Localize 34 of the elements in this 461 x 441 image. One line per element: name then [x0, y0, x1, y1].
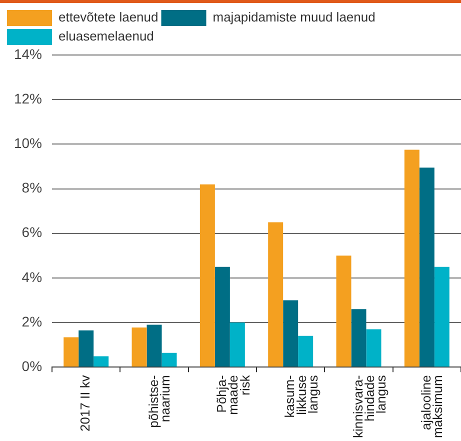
x-tick-label: Põhja- maade risk: [214, 374, 252, 415]
x-tick-label: kinnisvara- hindade langus: [350, 374, 389, 438]
bar: [336, 256, 352, 367]
y-tick-label: 2%: [22, 313, 42, 330]
bar: [94, 356, 109, 367]
y-tick-label: 6%: [22, 224, 42, 240]
y-tick-label: 10%: [14, 135, 42, 152]
y-tick-label: 4%: [22, 268, 42, 285]
bar: [132, 327, 147, 367]
bar: [298, 336, 314, 367]
x-tick-label: 2017 II kv: [78, 374, 93, 432]
bar: [64, 337, 79, 367]
y-tick-label: 8%: [22, 180, 42, 196]
y-tick-label: 14%: [14, 46, 42, 62]
bar: [404, 150, 420, 367]
bar: [351, 309, 366, 367]
bar: [162, 352, 177, 367]
x-tick-label: põhistse- naarium: [146, 375, 173, 428]
legend-label: ettevõtete laenud: [58, 10, 158, 25]
bar: [419, 168, 434, 367]
bar: [214, 266, 230, 367]
bar: [230, 322, 245, 367]
x-tick-label: kasum- likkuse langus: [282, 374, 321, 418]
bar: [434, 266, 450, 367]
bar: [78, 330, 94, 367]
legend-label: majapidamiste muud laenud: [212, 10, 376, 25]
legend-label: eluasemelaenud: [58, 28, 154, 44]
bar: [366, 329, 382, 367]
bar: [268, 222, 284, 367]
bar: [283, 300, 298, 367]
y-tick-label: 12%: [14, 90, 42, 106]
bar: [146, 324, 162, 367]
y-tick-label: 0%: [22, 358, 42, 374]
bar: [200, 184, 215, 367]
